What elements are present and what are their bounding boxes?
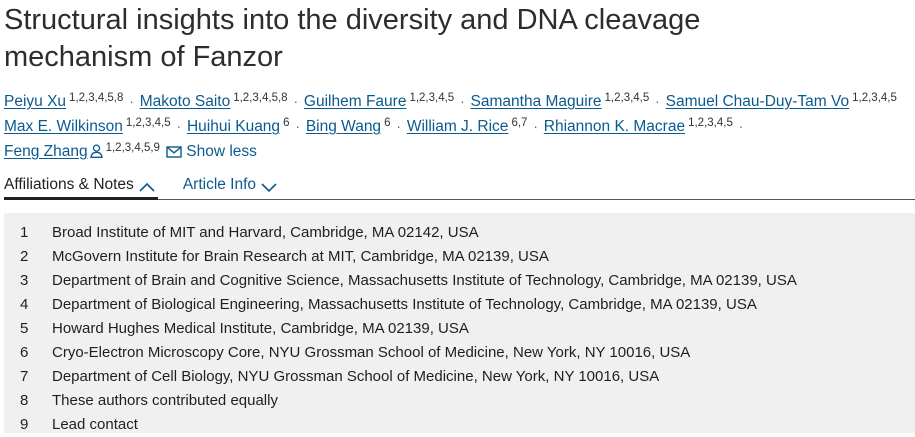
- affiliation-number: 9: [20, 416, 29, 433]
- author-separator: ·: [293, 94, 298, 109]
- affiliation-number: 2: [20, 248, 29, 265]
- author-affil-sup: 6: [384, 117, 391, 129]
- affiliation-text: Department of Brain and Cognitive Scienc…: [52, 272, 797, 289]
- author-link[interactable]: Feng Zhang: [4, 143, 88, 160]
- author-affil-sup: 1,2,3,4,5,8: [233, 92, 288, 104]
- author-separator: ·: [176, 119, 181, 134]
- mail-icon[interactable]: [166, 142, 182, 166]
- author-separator: ·: [533, 119, 538, 134]
- affiliation-text: Department of Biological Engineering, Ma…: [52, 296, 757, 313]
- author-line-1: Peiyu Xu 1,2,3,4,5,8 · Makoto Saito 1,2,3,4,…: [4, 86, 915, 111]
- list-item: 4 Department of Biological Engineering, M…: [4, 293, 915, 317]
- list-item: 9 Lead contact: [4, 413, 915, 437]
- list-item: 7 Department of Cell Biology, NYU Grossma…: [4, 365, 915, 389]
- chevron-up-icon: [139, 179, 155, 197]
- author-separator: ·: [738, 119, 744, 134]
- author-link[interactable]: Huihui Kuang: [186, 118, 281, 135]
- affiliation-text: Department of Cell Biology, NYU Grossman…: [52, 368, 660, 385]
- author-link[interactable]: Guilhem Faure: [303, 93, 407, 110]
- person-icon: [89, 142, 103, 166]
- affiliation-text: McGovern Institute for Brain Research at…: [52, 248, 549, 265]
- tab-article-info[interactable]: Article Info: [183, 173, 277, 199]
- author-link[interactable]: Max E. Wilkinson: [4, 118, 123, 135]
- list-item: 5 Howard Hughes Medical Institute, Cambri…: [4, 317, 915, 341]
- article-title: Structural insights into the diversity a…: [4, 4, 701, 73]
- author-link[interactable]: Rhiannon K. Macrae: [543, 118, 686, 135]
- affiliation-number: 1: [20, 224, 29, 241]
- author-separator: ·: [295, 119, 300, 134]
- tab-affiliations-notes[interactable]: Affiliations & Notes: [4, 173, 158, 200]
- list-item: 2 McGovern Institute for Brain Research a…: [4, 245, 915, 269]
- affiliation-text: These authors contributed equally: [52, 392, 278, 409]
- author-affil-sup: 1,2,3,4,5: [688, 117, 733, 129]
- affiliation-text: Cryo-Electron Microscopy Core, NYU Gross…: [52, 344, 691, 361]
- show-less-link[interactable]: Show less: [186, 143, 257, 160]
- list-item: 8 These authors contributed equally: [4, 389, 915, 413]
- author-link[interactable]: Makoto Saito: [139, 93, 231, 110]
- tab-label: Article Info: [182, 176, 257, 193]
- affiliation-text: Lead contact: [52, 416, 138, 433]
- list-item: 1 Broad Institute of MIT and Harvard, Cam…: [4, 221, 915, 245]
- author-link[interactable]: Peiyu Xu: [4, 93, 67, 110]
- author-affil-sup: 1,2,3,4,5: [852, 92, 897, 104]
- author-link[interactable]: William J. Rice: [406, 118, 509, 135]
- affiliation-number: 7: [20, 368, 29, 385]
- chevron-down-icon: [261, 179, 277, 197]
- author-affil-sup: 1,2,3,4,5: [125, 117, 171, 129]
- affiliation-text: Broad Institute of MIT and Harvard, Camb…: [52, 224, 479, 241]
- author-affil-sup: 1,2,3,4,5,9: [105, 142, 160, 154]
- author-separator: ·: [655, 94, 660, 109]
- affiliation-number: 3: [20, 272, 29, 289]
- author-affil-sup: 1,2,3,4,5: [409, 92, 455, 104]
- author-affil-sup: 1,2,3,4,5: [604, 92, 650, 104]
- affiliation-number: 5: [20, 320, 29, 337]
- author-affil-sup: 6: [283, 117, 290, 129]
- list-item: 3 Department of Brain and Cognitive Scien…: [4, 269, 915, 293]
- author-list: Peiyu Xu 1,2,3,4,5,8 · Makoto Saito 1,2,3,4,…: [0, 86, 915, 161]
- affiliation-number: 6: [20, 344, 29, 361]
- author-separator: ·: [129, 94, 134, 109]
- author-separator: ·: [396, 119, 401, 134]
- affiliation-number: 8: [20, 392, 29, 409]
- affiliations-panel: 1 Broad Institute of MIT and Harvard, Cam…: [4, 213, 915, 433]
- affiliation-text: Howard Hughes Medical Institute, Cambrid…: [52, 320, 469, 337]
- tab-label: Affiliations & Notes: [4, 176, 134, 193]
- author-separator: ·: [460, 94, 465, 109]
- author-line-3: Feng Zhang 1,2,3,4,5,9 Show less: [4, 136, 915, 161]
- author-link[interactable]: Bing Wang: [305, 118, 382, 135]
- list-item: 6 Cryo-Electron Microscopy Core, NYU Gros…: [4, 341, 915, 365]
- affiliation-number: 4: [20, 296, 29, 313]
- author-link[interactable]: Samuel Chau-Duy-Tam Vo: [665, 93, 850, 110]
- author-link[interactable]: Samantha Maguire: [470, 93, 602, 110]
- article-tabs: Affiliations & Notes Article Info: [4, 173, 915, 200]
- author-affil-sup: 6,7: [511, 117, 528, 129]
- author-line-2: Max E. Wilkinson 1,2,3,4,5 · Huihui Kuang 6 ·…: [4, 111, 915, 136]
- author-affil-sup: 1,2,3,4,5,8: [69, 92, 124, 104]
